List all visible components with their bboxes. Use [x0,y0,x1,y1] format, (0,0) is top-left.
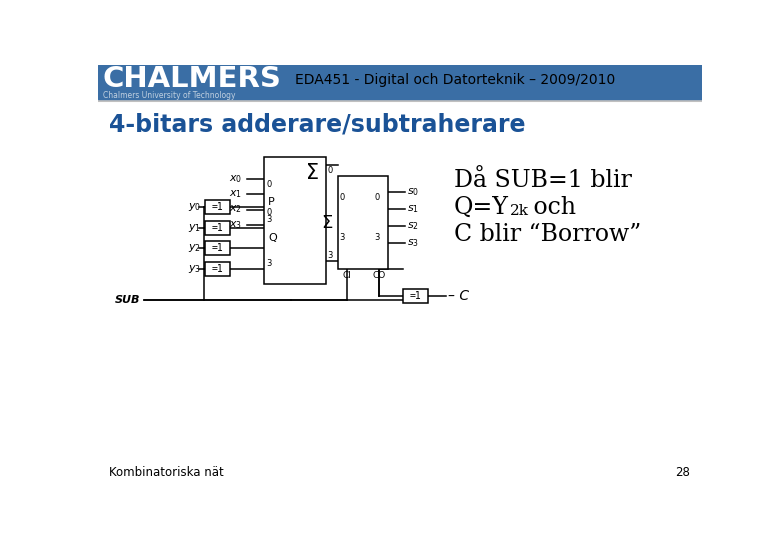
Text: 0: 0 [339,193,345,201]
Text: Kombinatoriska nät: Kombinatoriska nät [109,465,224,478]
Text: =1: =1 [211,243,224,253]
Bar [205,241,230,255]
Text: C blir “Borrow”: C blir “Borrow” [454,222,641,246]
Text: 3: 3 [339,233,345,242]
Text: $s_0$: $s_0$ [406,186,419,198]
Bar [205,221,230,235]
Bar [205,262,230,276]
Text: =1: =1 [211,202,224,212]
Text: Chalmers University of Technology: Chalmers University of Technology [103,91,236,100]
Text: P: P [268,197,275,207]
Text: =1: =1 [211,223,224,233]
Text: 2k: 2k [510,204,529,218]
Text: $x_0$: $x_0$ [229,173,243,185]
Text: – C: – C [448,289,469,303]
Text: $s_2$: $s_2$ [406,220,419,232]
Text: 0: 0 [328,166,333,174]
Text: $y_3$: $y_3$ [188,263,201,275]
Text: CI: CI [342,271,352,280]
Text: =1: =1 [211,264,224,274]
Text: 0: 0 [267,179,271,188]
Text: 3: 3 [267,259,271,268]
Text: 0: 0 [374,193,379,201]
Bar [205,200,230,214]
Text: SUB: SUB [115,295,140,305]
Text: 3: 3 [374,233,380,242]
Text: CHALMERS: CHALMERS [103,65,282,93]
Bar [98,65,702,99]
Text: $\Sigma$: $\Sigma$ [321,214,333,232]
Text: =1: =1 [410,291,421,301]
Text: och: och [526,195,576,219]
Bar [338,177,388,269]
Text: $x_1$: $x_1$ [229,188,243,200]
Text: $s_1$: $s_1$ [406,203,419,215]
Text: $y_0$: $y_0$ [188,201,201,213]
Text: 3: 3 [328,252,333,260]
Text: 4-bitars adderare/subtraherare: 4-bitars adderare/subtraherare [109,112,526,136]
Text: $s_3$: $s_3$ [406,237,419,248]
Text: Q=Y: Q=Y [454,195,509,219]
Text: 0: 0 [267,208,271,217]
Text: $\Sigma$: $\Sigma$ [305,163,319,183]
Text: Q: Q [268,233,277,243]
Text: 3: 3 [267,215,271,224]
Text: 28: 28 [675,465,690,478]
Text: Då SUB=1 blir: Då SUB=1 blir [454,169,632,192]
Text: $x_3$: $x_3$ [229,219,243,231]
Text: CO: CO [372,271,385,280]
Text: $x_2$: $x_2$ [229,204,243,215]
Bar [402,289,427,303]
Text: $y_2$: $y_2$ [188,242,201,254]
Text: $y_1$: $y_1$ [188,222,201,234]
Text: EDA451 - Digital och Datorteknik – 2009/2010: EDA451 - Digital och Datorteknik – 2009/… [295,73,615,87]
Bar [264,157,326,284]
